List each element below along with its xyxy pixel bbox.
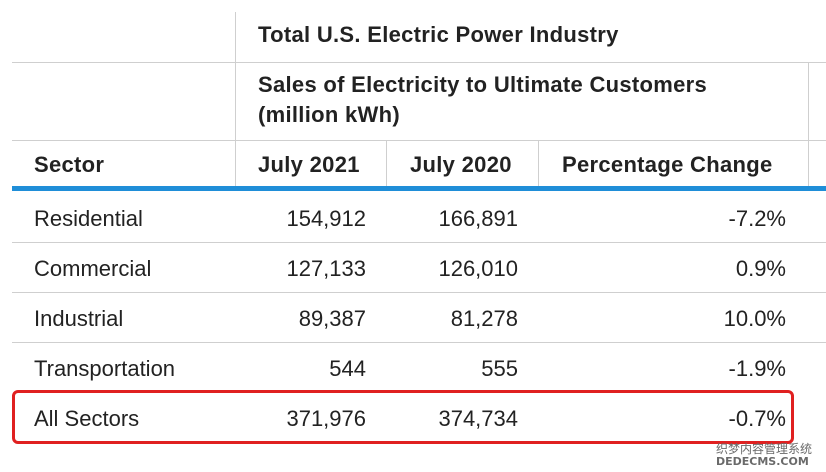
column-header-sector: Sector xyxy=(34,152,105,177)
row-july-2020: 166,891 xyxy=(438,206,518,231)
row-pct-change: 0.9% xyxy=(735,256,786,281)
grid-vline-left xyxy=(235,12,236,188)
row-sector: All Sectors xyxy=(34,406,140,431)
watermark-text: 织梦内容管理系统 xyxy=(716,442,813,456)
grid-hline-title xyxy=(12,62,826,63)
row-pct-change: -7.2% xyxy=(728,206,786,231)
row-july-2021: 371,976 xyxy=(286,406,366,431)
table-subtitle-line1: Sales of Electricity to Ultimate Custome… xyxy=(258,72,708,97)
row-sector: Transportation xyxy=(34,356,176,381)
row-pct-change: -0.7% xyxy=(728,406,786,431)
column-header-july-2021: July 2021 xyxy=(258,152,360,177)
grid-vline-col2 xyxy=(386,140,387,188)
row-sector: Commercial xyxy=(34,256,152,281)
grid-hline-row3 xyxy=(12,342,826,343)
grid-vline-right xyxy=(808,62,809,188)
row-july-2020: 555 xyxy=(481,356,518,381)
grid-hline-row2 xyxy=(12,292,826,293)
watermark-url: DEDECMS.COM xyxy=(716,455,809,468)
table-subtitle-line2: (million kWh) xyxy=(258,102,400,127)
row-july-2021: 89,387 xyxy=(298,306,366,331)
row-pct-change: 10.0% xyxy=(723,306,786,331)
all-sectors-highlight-box xyxy=(12,390,794,444)
row-july-2020: 81,278 xyxy=(450,306,518,331)
row-july-2020: 126,010 xyxy=(438,256,518,281)
table-title: Total U.S. Electric Power Industry xyxy=(258,22,619,47)
grid-hline-row1 xyxy=(12,242,826,243)
column-header-july-2020: July 2020 xyxy=(410,152,512,177)
header-accent-rule xyxy=(12,186,826,191)
row-sector: Residential xyxy=(34,206,143,231)
grid-vline-col3 xyxy=(538,140,539,188)
row-sector: Industrial xyxy=(34,306,124,331)
row-pct-change: -1.9% xyxy=(728,356,786,381)
row-july-2021: 154,912 xyxy=(286,206,366,231)
grid-vline-far-right xyxy=(808,140,809,188)
row-july-2021: 544 xyxy=(329,356,366,381)
row-july-2020: 374,734 xyxy=(438,406,518,431)
grid-hline-subtitle xyxy=(12,140,826,141)
row-july-2021: 127,133 xyxy=(286,256,366,281)
column-header-percentage-change: Percentage Change xyxy=(562,152,773,177)
